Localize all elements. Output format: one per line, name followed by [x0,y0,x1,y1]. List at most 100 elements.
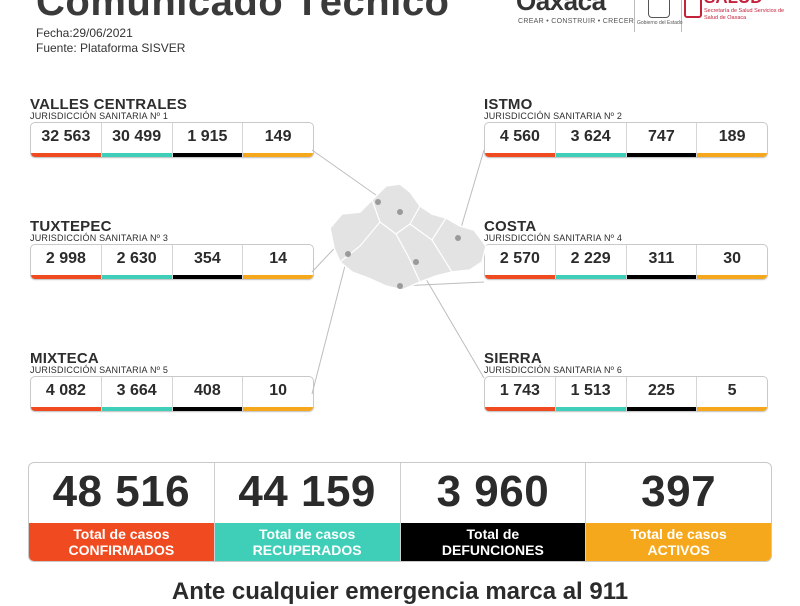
region-stats: 4 560 3 624 747 189 [484,122,768,158]
oaxaca-logo-word: Oaxaca [516,0,606,16]
oaxaca-logo: Oaxaca CREAR • CONSTRUIR • CRECER [512,0,634,32]
active-value: 14 [269,250,288,267]
total-active-label: Total de casos ACTIVOS [586,523,771,561]
deaths-bar [626,275,697,279]
crest-icon [648,0,670,18]
confirmed-bar [485,407,555,411]
report-source: Fuente: Plataforma SISVER [36,41,186,55]
deaths-bar [172,153,243,157]
connector-mixteca [311,253,349,395]
recovered-value: 3 664 [116,382,157,399]
deaths-bar [172,275,243,279]
confirmed-bar [485,153,555,157]
confirmed-cell: 4 560 [485,123,556,157]
active-bar [697,275,767,279]
active-bar [697,407,767,411]
recovered-value: 3 624 [570,128,611,145]
active-value: 10 [269,382,288,399]
confirmed-value: 2 570 [499,250,540,267]
deaths-value: 1 915 [187,128,228,145]
recovered-bar [101,153,172,157]
recovered-cell: 3 624 [555,123,627,157]
confirmed-bar [31,275,101,279]
confirmed-cell: 2 998 [31,245,102,279]
recovered-cell: 2 630 [101,245,173,279]
label-line-1: Total de [466,526,520,542]
total-recovered-label: Total de casos RECUPERADOS [214,523,400,561]
salud-logo-subtitle: Secretaría de Salud Servicios de Salud d… [704,8,785,21]
deaths-value: 311 [648,250,675,267]
label-line-1: Total de casos [259,526,356,542]
recovered-value: 2 630 [116,250,157,267]
active-value: 149 [264,128,292,145]
region-stats: 4 082 3 664 408 10 [30,376,314,412]
page-title: Comunicado Técnico [36,0,450,24]
total-confirmed-label: Total de casos CONFIRMADOS [29,523,214,561]
recovered-bar [555,407,626,411]
deaths-value: 354 [194,250,221,267]
deaths-bar [626,407,697,411]
label-line-2: RECUPERADOS [252,542,362,558]
recovered-cell: 2 229 [555,245,627,279]
government-logo-caption: Gobierno del Estado [637,20,683,26]
government-logo: Gobierno del Estado [634,0,683,32]
confirmed-cell: 4 082 [31,377,102,411]
label-line-2: DEFUNCIONES [441,542,544,558]
region-name: SIERRA [484,350,542,367]
active-cell: 30 [697,245,767,279]
map-dot [413,259,419,265]
recovered-value: 1 513 [570,382,611,399]
deaths-cell: 354 [172,245,244,279]
total-deaths-label: Total de DEFUNCIONES [400,523,586,561]
active-bar [697,153,767,157]
confirmed-bar [31,153,101,157]
deaths-bar [626,153,697,157]
label-line-1: Total de casos [630,526,727,542]
active-value: 5 [727,382,737,399]
active-value: 30 [723,250,742,267]
deaths-cell: 311 [626,245,698,279]
confirmed-value: 1 743 [499,382,540,399]
recovered-bar [101,407,172,411]
region-jurisdiction: JURISDICCIÓN SANITARIA Nº 2 [484,111,623,121]
region-boundary [431,239,453,273]
active-cell: 14 [243,245,313,279]
recovered-bar [555,153,626,157]
map-dot [375,199,381,205]
recovered-value: 30 499 [112,128,162,145]
label-line-1: Total de casos [73,526,170,542]
confirmed-value: 32 563 [41,128,91,145]
total-confirmed: 48 516 Total de casos CONFIRMADOS [29,463,215,561]
map-dot [455,235,461,241]
recovered-cell: 1 513 [555,377,627,411]
label-line-2: CONFIRMADOS [68,542,175,558]
deaths-cell: 1 915 [172,123,244,157]
region-name: ISTMO [484,96,533,113]
region-name: TUXTEPEC [30,218,112,235]
logos: Oaxaca CREAR • CONSTRUIR • CRECER Gobier… [512,0,792,34]
deaths-bar [172,407,243,411]
connector-sierra [415,261,485,379]
header: Comunicado Técnico Fecha:29/06/2021 Fuen… [0,0,800,60]
active-bar [243,407,313,411]
total-confirmed-value: 48 516 [52,467,191,516]
active-cell: 5 [697,377,767,411]
total-deaths: 3 960 Total de DEFUNCIONES [400,463,587,561]
region-stats: 32 563 30 499 1 915 149 [30,122,314,158]
recovered-cell: 3 664 [101,377,173,411]
region-jurisdiction: JURISDICCIÓN SANITARIA Nº 5 [30,365,169,375]
report-date: Fecha:29/06/2021 [36,26,133,40]
confirmed-cell: 32 563 [31,123,102,157]
label-line-2: ACTIVOS [647,542,710,558]
region-boundary [395,233,421,283]
region-jurisdiction: JURISDICCIÓN SANITARIA Nº 1 [30,111,169,121]
total-recovered-value: 44 159 [238,467,376,516]
deaths-cell: 747 [626,123,698,157]
region-jurisdiction: JURISDICCIÓN SANITARIA Nº 3 [30,233,169,243]
deaths-value: 747 [648,128,675,145]
deaths-value: 408 [194,382,221,399]
region-stats: 2 570 2 229 311 30 [484,244,768,280]
region-jurisdiction: JURISDICCIÓN SANITARIA Nº 6 [484,365,623,375]
map-dot [397,209,403,215]
recovered-cell: 30 499 [101,123,173,157]
